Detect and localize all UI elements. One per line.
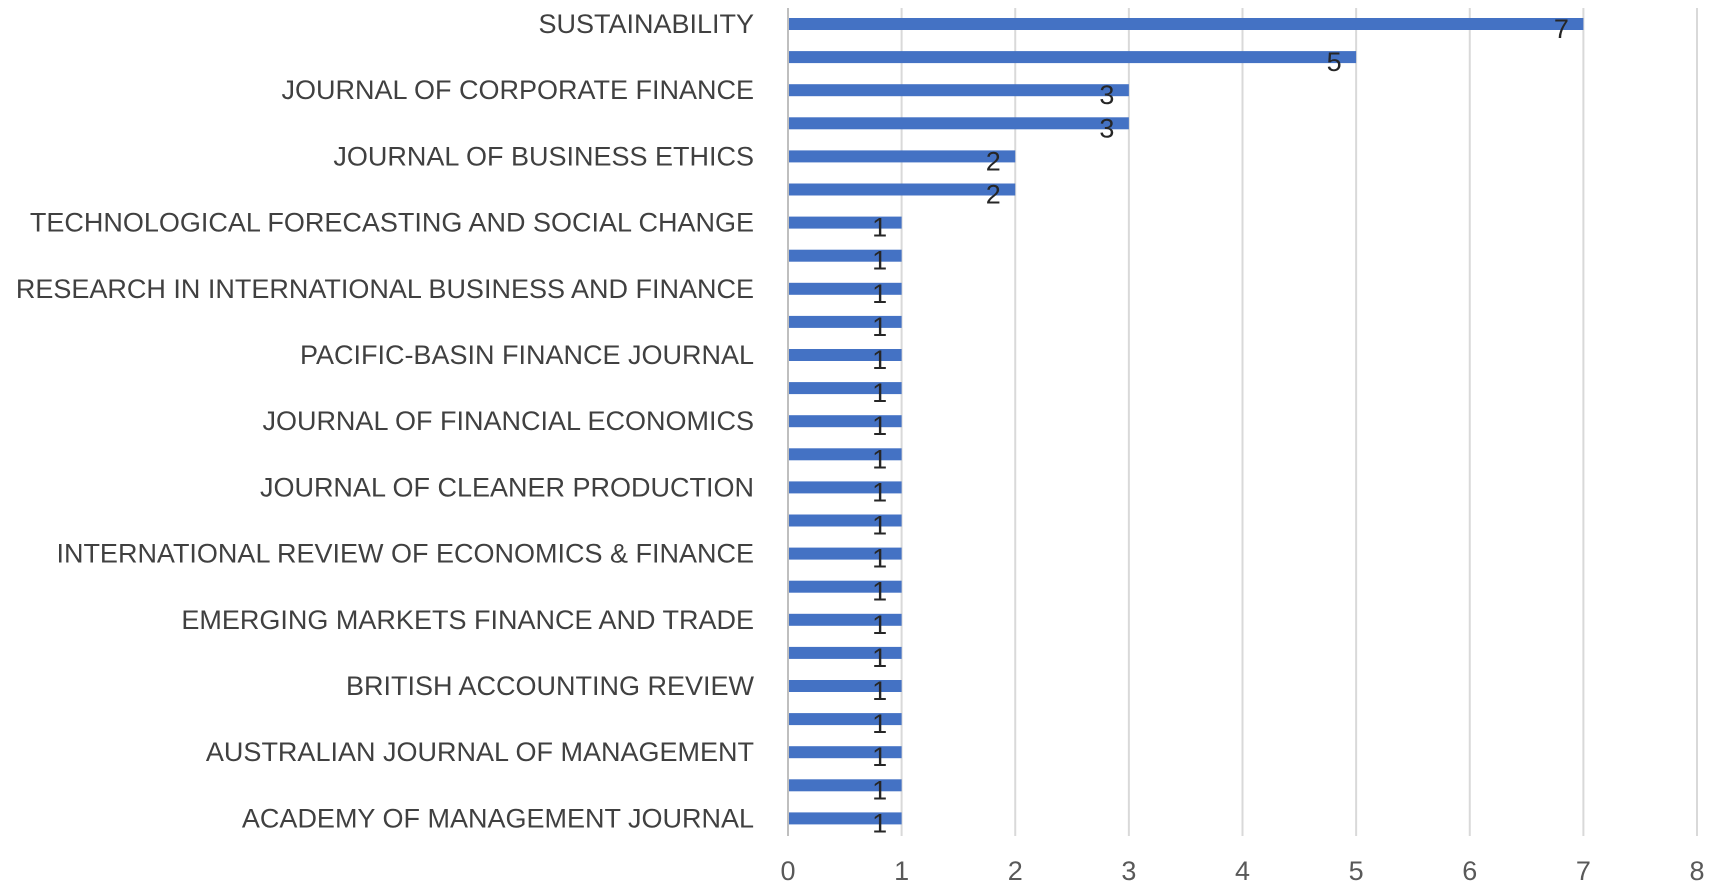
x-axis-tick-labels: 0 1 2 3 4 5 6 7 8 — [780, 856, 1704, 886]
x-tick-label: 2 — [1008, 856, 1023, 886]
category-labels: SUSTAINABILITY JOURNAL OF CORPORATE FINAN… — [16, 9, 755, 833]
category-label: JOURNAL OF BUSINESS ETHICS — [333, 141, 754, 171]
x-tick-label: 0 — [780, 856, 795, 886]
data-label: 5 — [1327, 47, 1342, 77]
bar — [788, 84, 1129, 97]
x-tick-label: 1 — [894, 856, 909, 886]
category-label: BRITISH ACCOUNTING REVIEW — [346, 671, 755, 701]
bar — [788, 646, 902, 659]
bar — [788, 812, 902, 825]
category-label: JOURNAL OF CORPORATE FINANCE — [281, 75, 754, 105]
x-tick-label: 4 — [1235, 856, 1250, 886]
data-label: 1 — [872, 544, 887, 574]
bar — [788, 150, 1016, 163]
data-label: 2 — [986, 146, 1001, 176]
bar — [788, 117, 1129, 130]
bar — [788, 18, 1584, 30]
data-label: 1 — [872, 312, 887, 342]
bar — [788, 746, 902, 759]
category-label: JOURNAL OF CLEANER PRODUCTION — [260, 472, 754, 502]
data-label: 2 — [986, 180, 1001, 210]
category-label: SUSTAINABILITY — [538, 9, 754, 39]
x-tick-label: 5 — [1349, 856, 1364, 886]
data-label: 1 — [872, 610, 887, 640]
bar — [788, 481, 902, 494]
data-label: 1 — [872, 643, 887, 673]
bar — [788, 349, 902, 361]
bar — [788, 779, 902, 792]
data-label: 1 — [872, 511, 887, 541]
x-tick-label: 7 — [1576, 856, 1591, 886]
x-tick-label: 8 — [1689, 856, 1704, 886]
bar — [788, 51, 1357, 64]
data-label: 1 — [872, 246, 887, 276]
bar — [788, 547, 902, 560]
category-label: JOURNAL OF FINANCIAL ECONOMICS — [262, 406, 754, 436]
bar — [788, 713, 902, 726]
data-label: 7 — [1554, 14, 1569, 44]
bar — [788, 282, 902, 295]
category-label: INTERNATIONAL REVIEW OF ECONOMICS & FINA… — [56, 539, 754, 569]
gridlines — [900, 8, 1698, 836]
data-label: 1 — [872, 378, 887, 408]
data-label: 1 — [872, 213, 887, 243]
x-tick-label: 6 — [1462, 856, 1477, 886]
category-label: RESEARCH IN INTERNATIONAL BUSINESS AND F… — [16, 274, 754, 304]
bar — [788, 680, 902, 692]
x-tick-label: 3 — [1121, 856, 1136, 886]
category-label: PACIFIC-BASIN FINANCE JOURNAL — [300, 340, 754, 370]
bar — [788, 613, 902, 626]
bar — [788, 415, 902, 428]
bar — [788, 249, 902, 262]
data-label: 1 — [872, 709, 887, 739]
data-label: 1 — [872, 444, 887, 474]
data-label: 1 — [872, 676, 887, 706]
bar — [788, 580, 902, 593]
category-label: AUSTRALIAN JOURNAL OF MANAGEMENT — [206, 737, 754, 767]
bar — [788, 315, 902, 328]
bar — [788, 183, 1016, 196]
data-label: 1 — [872, 345, 887, 375]
data-label: 1 — [872, 775, 887, 805]
data-label: 1 — [872, 742, 887, 772]
category-label: ACADEMY OF MANAGEMENT JOURNAL — [242, 803, 754, 833]
data-label: 1 — [872, 279, 887, 309]
data-label: 1 — [872, 411, 887, 441]
data-label: 1 — [872, 477, 887, 507]
category-label: TECHNOLOGICAL FORECASTING AND SOCIAL CHA… — [30, 208, 754, 238]
data-label: 1 — [872, 577, 887, 607]
bar — [788, 514, 902, 527]
data-label: 3 — [1099, 80, 1114, 110]
bar — [788, 448, 902, 461]
data-label: 3 — [1099, 113, 1114, 143]
bars — [788, 18, 1584, 825]
bar — [788, 216, 902, 229]
category-label: EMERGING MARKETS FINANCE AND TRADE — [181, 605, 754, 635]
data-label: 1 — [872, 808, 887, 838]
bar — [788, 382, 902, 395]
